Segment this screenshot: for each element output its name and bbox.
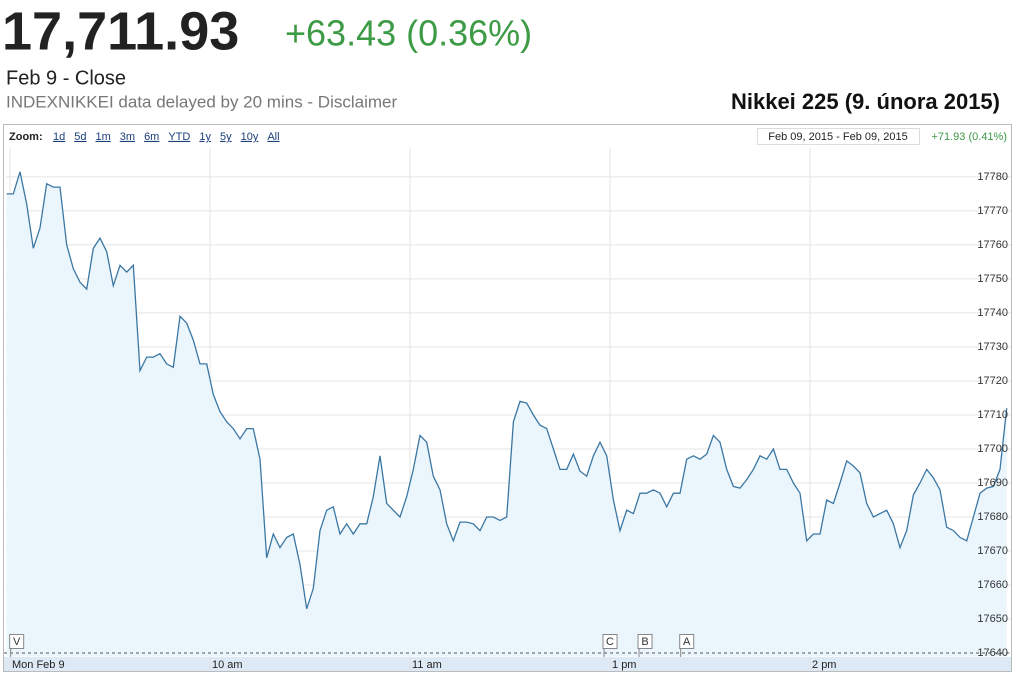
x-tick-label: 1 pm — [612, 659, 636, 671]
flag[interactable] — [679, 634, 695, 649]
area-fill — [6, 171, 1007, 657]
x-tick-label: Mon Feb 9 — [12, 659, 65, 671]
zoom-option[interactable]: 5y — [220, 131, 232, 143]
y-tick-label: 17760 — [977, 239, 1008, 251]
y-tick-label: 17660 — [977, 579, 1008, 591]
flag-label: B — [641, 636, 648, 648]
y-tick-label: 17650 — [977, 613, 1008, 625]
zoom-option[interactable]: 1m — [96, 131, 111, 143]
y-tick-label: 17730 — [977, 341, 1008, 353]
y-tick-label: 17640 — [977, 647, 1008, 659]
session-status: Feb 9 - Close — [6, 67, 126, 89]
zoom-option[interactable]: YTD — [168, 131, 190, 143]
caption: Nikkei 225 (9. února 2015) — [731, 89, 1000, 114]
x-tick-label: 11 am — [412, 659, 442, 671]
y-tick-label: 17690 — [977, 477, 1008, 489]
y-tick-label: 17720 — [977, 375, 1008, 387]
y-tick-label: 17770 — [977, 205, 1008, 217]
zoom-label: Zoom: — [9, 131, 43, 143]
y-tick-label: 17710 — [977, 409, 1008, 421]
x-tick-label: 2 pm — [812, 659, 836, 671]
range-box — [757, 128, 920, 145]
zoom-option[interactable]: All — [267, 131, 279, 143]
date-range: Feb 09, 2015 - Feb 09, 2015 — [768, 131, 907, 143]
plot: Mon Feb 9 10 am 11 am 1 pm 2 pm 17640 17650 176… — [4, 148, 1011, 671]
flag-label: V — [13, 636, 21, 648]
x-tick-label: 10 am — [212, 659, 243, 671]
flag[interactable] — [9, 634, 25, 649]
x-axis-band — [4, 657, 1011, 671]
zoom-bar: 1d 5d 1m 3m 6m YTD 1y 5y 10y All — [53, 131, 280, 143]
y-tick-label: 17780 — [977, 171, 1008, 183]
range-change: +71.93 (0.41%) — [931, 131, 1007, 143]
zoom-option[interactable]: 10y — [241, 131, 259, 143]
zoom-option[interactable]: 1d — [53, 131, 65, 143]
zoom-option[interactable]: 6m — [144, 131, 159, 143]
flag[interactable] — [602, 634, 618, 649]
price-change: +63.43 (0.36%) — [285, 13, 532, 54]
price-line — [6, 171, 1008, 610]
data-source: INDEXNIKKEI data delayed by 20 mins - Di… — [6, 92, 397, 111]
zoom-option[interactable]: 3m — [120, 131, 135, 143]
y-tick-label: 17750 — [977, 273, 1008, 285]
zoom-option[interactable]: 5d — [74, 131, 86, 143]
price: 17,711.93 — [2, 1, 239, 61]
flag-label: C — [606, 636, 614, 648]
y-tick-label: 17740 — [977, 307, 1008, 319]
flag-label: A — [683, 636, 691, 648]
y-tick-label: 17700 — [977, 443, 1008, 455]
y-tick-label: 17670 — [977, 545, 1008, 557]
zoom-option[interactable]: 1y — [199, 131, 211, 143]
y-tick-label: 17680 — [977, 511, 1008, 523]
flag[interactable] — [637, 634, 653, 649]
